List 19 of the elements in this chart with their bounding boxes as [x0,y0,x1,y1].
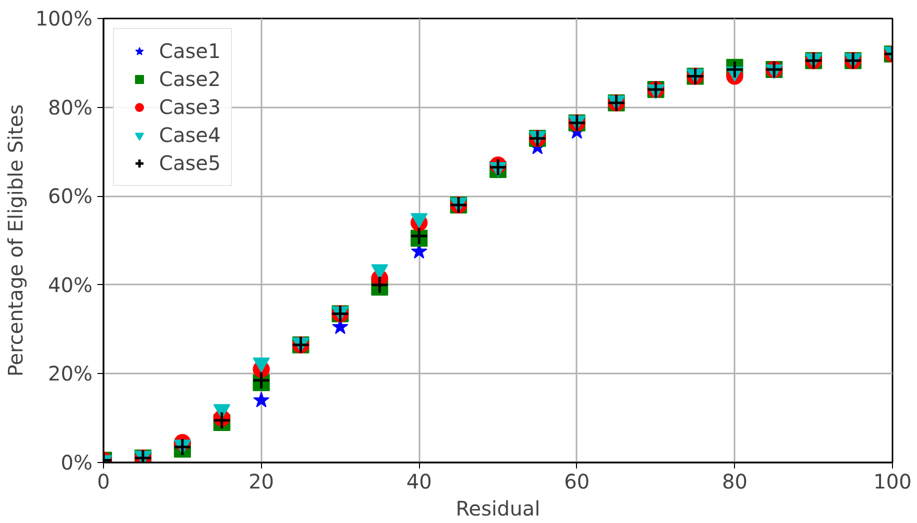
x-tick-label: 100 [873,470,912,494]
x-tick-label: 80 [722,470,748,494]
y-axis-title: Percentage of Eligible Sites [3,104,28,377]
legend-label: Case3 [159,95,221,119]
x-tick-label: 20 [248,470,274,494]
y-tick-label: 100% [35,6,93,30]
y-tick-label: 20% [48,362,92,386]
legend-label: Case2 [159,67,221,91]
legend-label: Case5 [159,151,221,175]
x-axis-title: Residual [456,496,540,520]
x-tick-label: 40 [406,470,432,494]
x-tick-label: 60 [564,470,590,494]
y-tick-label: 80% [48,95,92,120]
legend-label: Case4 [159,123,221,147]
y-tick-label: 40% [48,272,92,297]
y-tick-label: 60% [48,184,92,208]
x-tick-label: 0 [97,470,110,494]
legend-label: Case1 [159,39,221,63]
y-tick-label: 0% [60,450,93,474]
